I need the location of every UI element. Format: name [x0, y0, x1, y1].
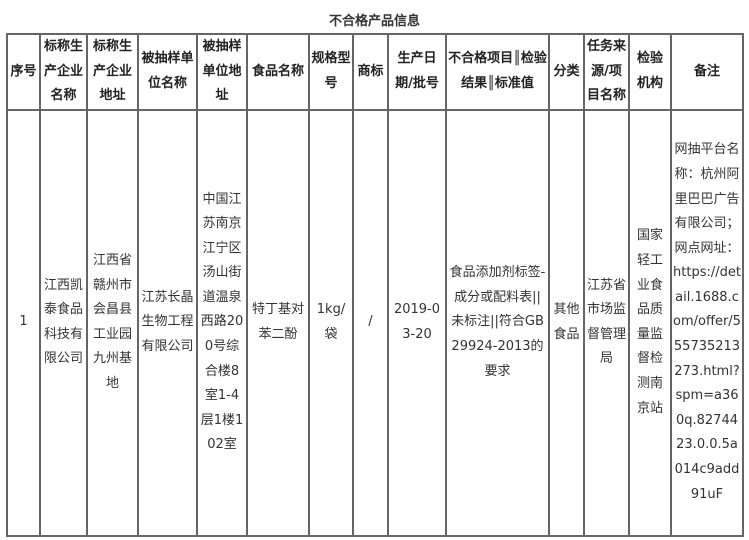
header-inspection-agency: 检验机构 — [628, 33, 672, 111]
cell-category: 其他食品 — [548, 108, 585, 537]
cell-sampled-unit-address: 中国江苏南京江宁区汤山街道温泉西路200号综合楼8室1-4层1楼102室 — [196, 108, 248, 537]
header-manufacturer-name: 标称生产企业名称 — [39, 33, 88, 111]
table-row: 1 江西凯泰食品科技有限公司 江西省赣州市会昌县工业园九州基地 江苏长晶生物工程… — [6, 108, 744, 537]
header-remarks: 备注 — [670, 33, 744, 111]
header-food-name: 食品名称 — [246, 33, 310, 111]
cell-production-date: 2019-03-20 — [387, 108, 447, 537]
header-category: 分类 — [548, 33, 585, 111]
cell-manufacturer-address: 江西省赣州市会昌县工业园九州基地 — [86, 108, 139, 537]
header-failed-item: 不合格项目║检验结果║标准值 — [445, 33, 550, 111]
header-production-date: 生产日期/批号 — [387, 33, 447, 111]
nonconforming-products-table: 序号 标称生产企业名称 标称生产企业地址 被抽样单位名称 被抽样单位地址 食品名… — [6, 33, 744, 537]
cell-remarks: 网抽平台名称：杭州阿里巴巴广告有限公司；网点网址：https://detail.… — [670, 108, 744, 537]
table-title: 不合格产品信息 — [328, 14, 420, 29]
header-spec: 规格型号 — [308, 33, 354, 111]
cell-trademark: / — [352, 108, 389, 537]
cell-sampled-unit-name: 江苏长晶生物工程有限公司 — [137, 108, 198, 537]
header-manufacturer-address: 标称生产企业地址 — [86, 33, 139, 111]
header-index: 序号 — [6, 33, 41, 111]
header-sampled-unit-name: 被抽样单位名称 — [137, 33, 198, 111]
cell-spec: 1kg/袋 — [308, 108, 354, 537]
cell-food-name: 特丁基对苯二酚 — [246, 108, 310, 537]
header-trademark: 商标 — [352, 33, 389, 111]
cell-manufacturer-name: 江西凯泰食品科技有限公司 — [39, 108, 88, 537]
header-sampled-unit-address: 被抽样单位地址 — [196, 33, 248, 111]
header-row: 序号 标称生产企业名称 标称生产企业地址 被抽样单位名称 被抽样单位地址 食品名… — [6, 33, 744, 111]
cell-index: 1 — [6, 108, 41, 537]
cell-inspection-agency: 国家轻工业食品质量监督检测南京站 — [628, 108, 672, 537]
cell-task-source: 江苏省市场监督管理局 — [583, 108, 630, 537]
cell-failed-item: 食品添加剂标签-成分或配料表||未标注||符合GB29924-2013的要求 — [445, 108, 550, 537]
header-task-source: 任务来源/项目名称 — [583, 33, 630, 111]
